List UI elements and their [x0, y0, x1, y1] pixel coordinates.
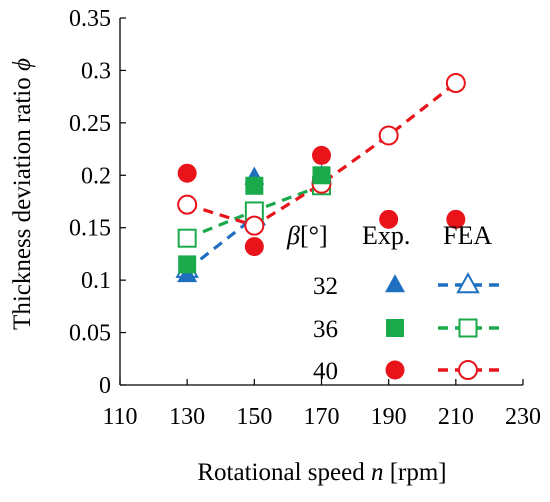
data-markers [175, 73, 466, 283]
y-tick-label: 0.1 [81, 268, 111, 294]
legend-row-label: 40 [313, 358, 338, 385]
x-tick-label: 210 [438, 404, 474, 430]
y-tick-label: 0.15 [69, 216, 111, 242]
legend-fea-marker-40 [458, 360, 478, 380]
x-tick-label: 230 [505, 404, 541, 430]
y-axis-label-text: Thickness deviation ratio [9, 71, 36, 330]
x-tick-label: 170 [304, 404, 340, 430]
y-axis-label: Thickness deviation ratio ϕ [9, 58, 36, 330]
legend-exp-marker-40 [385, 360, 405, 380]
fea-point-beta-40 [244, 215, 265, 236]
legend-fea-marker-36 [458, 318, 478, 338]
fea-point-beta-40 [445, 73, 466, 94]
legend-row-label: 36 [313, 316, 338, 343]
x-axis-label-text: Rotational speed [197, 459, 371, 486]
fea-line-beta-40 [186, 81, 457, 228]
legend-exp-marker-32 [385, 274, 405, 293]
x-tick-label: 110 [102, 404, 137, 430]
exp-point-beta-40 [177, 163, 197, 183]
y-tick-label: 0.25 [69, 111, 111, 137]
fea-point-beta-40 [378, 125, 399, 146]
y-ticks: 0 0.05 0.1 0.15 0.2 0.25 0.3 0.35 [69, 6, 126, 399]
x-tick-label: 190 [371, 404, 407, 430]
fea-point-beta-40 [177, 194, 198, 215]
legend-exp-marker-36 [386, 319, 404, 337]
y-tick-label: 0.2 [81, 163, 111, 189]
y-tick-label: 0 [99, 373, 111, 399]
x-tick-label: 150 [236, 404, 272, 430]
legend-beta-symbol: β [286, 221, 300, 250]
fea-point-beta-36 [177, 228, 197, 248]
legend: β[°] Exp. FEA 32 36 40 [286, 221, 505, 385]
x-axis-label-unit: [rpm] [383, 459, 446, 486]
exp-point-beta-40 [379, 209, 399, 229]
legend-exp-label: Exp. [362, 221, 410, 250]
legend-fea-label: FEA [443, 221, 492, 250]
y-tick-label: 0.35 [69, 6, 111, 32]
y-axis-label-symbol: ϕ [9, 58, 36, 71]
exp-point-beta-40 [312, 145, 331, 165]
exp-point-beta-40 [244, 237, 264, 257]
x-tick-label: 130 [169, 404, 205, 430]
legend-rows: 32 36 40 [313, 272, 505, 385]
x-ticks: 110 130 150 170 190 210 230 [102, 379, 541, 430]
legend-header: β[°] [286, 221, 328, 250]
x-axis-label: Rotational speed n [rpm] [197, 459, 446, 486]
exp-point-beta-36 [312, 166, 331, 185]
legend-fea-marker-32 [456, 272, 480, 294]
y-tick-label: 0.3 [81, 58, 111, 84]
legend-beta-unit: [°] [300, 221, 328, 250]
y-tick-label: 0.05 [69, 321, 111, 347]
exp-point-beta-36 [245, 176, 264, 195]
exp-point-beta-40 [446, 209, 466, 229]
x-axis-label-symbol: n [371, 459, 384, 486]
exp-point-beta-36 [178, 255, 197, 274]
fea-line-beta-32 [186, 215, 256, 271]
legend-row-label: 32 [313, 273, 338, 300]
